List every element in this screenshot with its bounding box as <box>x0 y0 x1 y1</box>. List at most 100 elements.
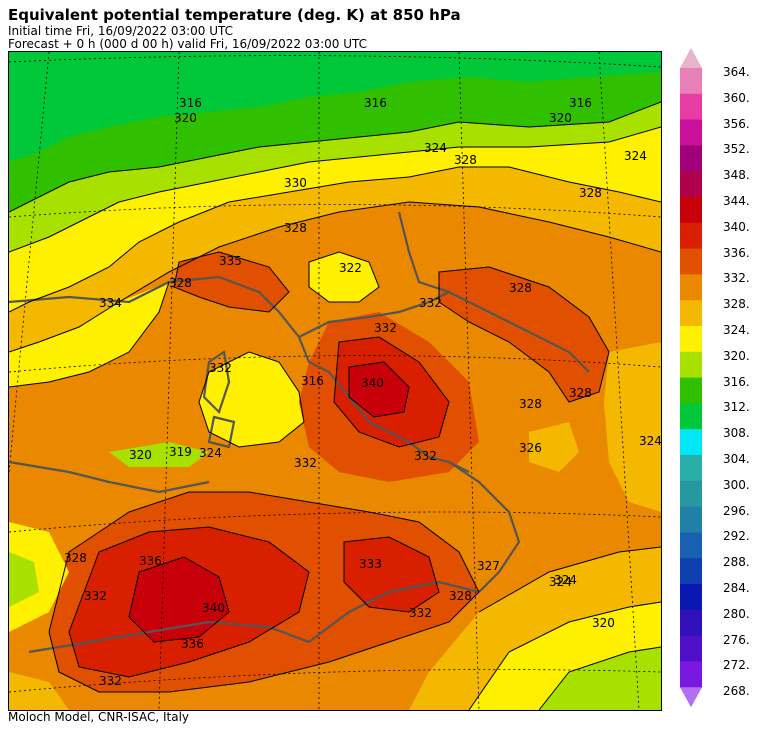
colorbar-level-label: 356. <box>723 116 750 131</box>
colorbar-swatch <box>680 661 702 688</box>
colorbar-swatch <box>680 403 702 430</box>
field-340-center <box>349 362 409 417</box>
contour-label: 340 <box>202 601 225 615</box>
contour-label: 322 <box>339 261 362 275</box>
colorbar-level-label: 280. <box>723 606 750 621</box>
colorbar-top-arrow <box>680 48 702 68</box>
initial-time-line: Initial time Fri, 16/09/2022 03:00 UTC <box>8 24 234 38</box>
colorbar-level-label: 348. <box>723 168 750 183</box>
forecast-valid-line: Forecast + 0 h (000 d 00 h) valid Fri, 1… <box>8 37 367 51</box>
colorbar-swatch <box>680 609 702 637</box>
coastlines <box>9 211 590 654</box>
contour-label: 332 <box>414 449 437 463</box>
colorbar-level-label: 268. <box>723 684 750 699</box>
colorbar-swatches <box>680 48 702 708</box>
colorbar-swatch <box>680 429 702 456</box>
field-316 <box>9 102 661 252</box>
contour-label: 332 <box>374 321 397 335</box>
contour-label: 330 <box>284 176 307 190</box>
contour-label: 332 <box>209 361 232 375</box>
colorbar-level-label: 352. <box>723 142 750 157</box>
contour-label: 332 <box>419 296 442 310</box>
contour-label: 316 <box>569 96 592 110</box>
colorbar-level-label: 296. <box>723 503 750 518</box>
theta-e-map: 316 320 316 320 316 324 328 324 328 330 328 335 328 3… <box>8 51 662 711</box>
contour-label: 328 <box>569 386 592 400</box>
field-316-sw <box>9 552 39 607</box>
contour-label: 328 <box>284 221 307 235</box>
contour-label: 320 <box>174 111 197 125</box>
field-332-ne <box>439 267 609 402</box>
contour-label: 324 <box>554 573 577 587</box>
contour-label: 333 <box>359 557 382 571</box>
model-credit: Moloch Model, CNR-ISAC, Italy <box>8 710 190 724</box>
colorbar-swatch <box>680 480 702 508</box>
colorbar-level-label: 288. <box>723 555 750 570</box>
contour-label: 316 <box>179 96 202 110</box>
contour-label: 316 <box>364 96 387 110</box>
colorbar-level-label: 304. <box>723 452 750 466</box>
field-324-east-blob <box>529 422 579 472</box>
field-336-se <box>344 537 439 612</box>
colorbar-level-label: 364. <box>723 65 750 79</box>
colorbar-level-label: 328. <box>723 297 750 312</box>
colorbar-level-label: 320. <box>723 348 750 363</box>
contour-label: 320 <box>129 448 152 462</box>
colorbar-level-label: 324. <box>723 323 750 337</box>
colorbar-level-label: 332. <box>723 271 750 286</box>
contour-label: 332 <box>84 589 107 603</box>
field-320-sw <box>9 522 69 632</box>
contour-label: 336 <box>139 554 162 568</box>
colorbar-swatch <box>680 326 702 353</box>
field-316-west-strip <box>109 442 209 467</box>
colorbar-swatch <box>680 248 702 275</box>
contour-label: 335 <box>219 254 242 268</box>
colorbar-swatch <box>680 351 702 379</box>
contour-label: 328 <box>169 276 192 290</box>
colorbar-swatch <box>680 300 702 327</box>
colorbar-swatch <box>680 119 702 146</box>
colorbar-level-label: 360. <box>723 90 750 105</box>
chart-title: Equivalent potential temperature (deg. K… <box>8 6 461 24</box>
contour-label: 324 <box>199 446 222 460</box>
contour-label: 324 <box>624 149 647 163</box>
field-322-blob <box>309 252 379 302</box>
colorbar-level-label: 336. <box>723 245 750 260</box>
contour-label: 328 <box>64 551 87 565</box>
contour-label: 320 <box>549 111 572 125</box>
colorbar-level-label: 292. <box>723 529 750 544</box>
contour-label: 326 <box>519 441 542 455</box>
colorbar-swatch <box>680 584 702 611</box>
field-308 <box>9 52 661 162</box>
colorbar-swatch <box>680 274 702 301</box>
contour-label: 328 <box>509 281 532 295</box>
contour-label: 332 <box>99 674 122 688</box>
colorbar-level-label: 276. <box>723 632 750 647</box>
contour-label: 336 <box>181 637 204 651</box>
contour-label: 319 <box>169 445 192 459</box>
colorbar-swatch <box>680 145 702 172</box>
field-320-central <box>199 352 304 447</box>
colorbar-swatch <box>680 68 702 95</box>
contour-label: 334 <box>99 296 122 310</box>
colorbar-level-label: 340. <box>723 219 750 234</box>
colorbar-swatch <box>680 197 702 224</box>
field-324-east <box>604 342 661 512</box>
colorbar-level-label: 344. <box>723 194 750 208</box>
colorbar-level-label: 272. <box>723 658 750 673</box>
colorbar-level-label: 316. <box>723 374 750 389</box>
colorbar-swatch <box>680 558 702 585</box>
contour-label: 332 <box>294 456 317 470</box>
colorbar-level-label: 300. <box>723 477 750 492</box>
field-340-south <box>129 557 229 642</box>
field-316-se <box>539 647 661 710</box>
contour-label: 324 <box>639 434 661 448</box>
contour-label: 340 <box>361 376 384 390</box>
colorbar-swatch <box>680 635 702 662</box>
contour-label: 332 <box>409 606 432 620</box>
colorbar-swatch <box>680 377 702 404</box>
contour-label: 327 <box>477 559 500 573</box>
contour-label: 328 <box>454 153 477 167</box>
